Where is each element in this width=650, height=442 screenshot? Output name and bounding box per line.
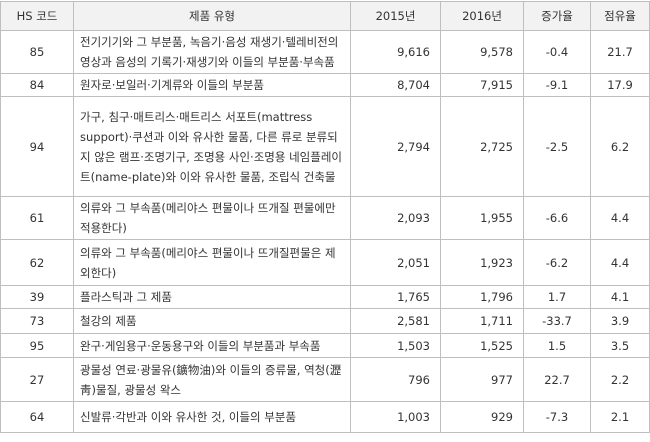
- table-cell: 1,503: [350, 333, 441, 358]
- table-cell: 2.2: [590, 357, 650, 402]
- table-cell: 929: [440, 401, 524, 433]
- header-cell: 제품 유형: [73, 1, 351, 31]
- table-cell: 84: [0, 73, 74, 97]
- table-cell: 1,003: [350, 401, 441, 433]
- table-cell: 977: [440, 357, 524, 402]
- table-row: 61 의류와 그 부속품(메리야스 편물이나 뜨개질 편물에만 적용한다) 2,09…: [0, 196, 650, 240]
- table-cell: 1,525: [440, 333, 524, 358]
- table-cell: 4.4: [590, 196, 650, 240]
- table-cell: 1,796: [440, 285, 524, 309]
- table-row: 94 가구, 침구·매트리스·매트리스 서포트(mattress support)…: [0, 96, 650, 197]
- table-cell: 2,581: [350, 308, 441, 334]
- table-cell: -0.4: [523, 30, 591, 74]
- table-cell: 796: [350, 357, 441, 402]
- table-cell: 3.9: [590, 308, 650, 334]
- table-cell: -6.2: [523, 239, 591, 286]
- table-cell: 1,923: [440, 239, 524, 286]
- table-cell: 39: [0, 285, 74, 309]
- table-cell: 8,704: [350, 73, 441, 97]
- table-cell: 9,578: [440, 30, 524, 74]
- table-cell: 85: [0, 30, 74, 74]
- table-cell: 27: [0, 357, 74, 402]
- table-cell: 4.4: [590, 239, 650, 286]
- table-cell: 플라스틱과 그 제품: [73, 285, 351, 309]
- table-cell: 9,616: [350, 30, 441, 74]
- table-body: 85 전기기기와 그 부분품, 녹음기·음성 재생기·텔레비전의 영상과 음성의 …: [0, 30, 650, 433]
- table-row: 95 완구·게임용구·운동용구와 이들의 부분품과 부속품 1,503 1,525 1.…: [0, 333, 650, 358]
- table-cell: 3.5: [590, 333, 650, 358]
- table-cell: 6.2: [590, 96, 650, 197]
- table-cell: 1,955: [440, 196, 524, 240]
- table-cell: 1.5: [523, 333, 591, 358]
- table-cell: 22.7: [523, 357, 591, 402]
- table-cell: -7.3: [523, 401, 591, 433]
- table-cell: 2,051: [350, 239, 441, 286]
- header-cell: 2016년: [440, 1, 524, 31]
- table-cell: 95: [0, 333, 74, 358]
- table-cell: 가구, 침구·매트리스·매트리스 서포트(mattress support)·쿠…: [73, 96, 351, 197]
- table-cell: 2,794: [350, 96, 441, 197]
- table-row: 64 신발류·각반과 이와 유사한 것, 이들의 부분품 1,003 929 -7.3 2…: [0, 401, 650, 433]
- table-cell: 전기기기와 그 부분품, 녹음기·음성 재생기·텔레비전의 영상과 음성의 기록…: [73, 30, 351, 74]
- table-cell: 4.1: [590, 285, 650, 309]
- header-cell: 점유율: [590, 1, 650, 31]
- table-cell: 73: [0, 308, 74, 334]
- table-cell: 신발류·각반과 이와 유사한 것, 이들의 부분품: [73, 401, 351, 433]
- table-cell: 2.1: [590, 401, 650, 433]
- table-cell: -6.6: [523, 196, 591, 240]
- table-cell: 1,711: [440, 308, 524, 334]
- header-cell: HS 코드: [0, 1, 74, 31]
- table-cell: 61: [0, 196, 74, 240]
- table-cell: 완구·게임용구·운동용구와 이들의 부분품과 부속품: [73, 333, 351, 358]
- table-cell: 원자로·보일러·기계류와 이들의 부분품: [73, 73, 351, 97]
- data-table: HS 코드 제품 유형 2015년 2016년 증가율 점유율 85 전기기기와 그 부분품…: [0, 1, 650, 433]
- table-cell: 62: [0, 239, 74, 286]
- header-row: HS 코드 제품 유형 2015년 2016년 증가율 점유율: [0, 1, 650, 31]
- table-cell: 광물성 연료·광물유(鑛物油)와 이들의 증류물, 역청(瀝靑)물질, 광물성 …: [73, 357, 351, 402]
- table-cell: 94: [0, 96, 74, 197]
- header-cell: 증가율: [523, 1, 591, 31]
- table-row: 85 전기기기와 그 부분품, 녹음기·음성 재생기·텔레비전의 영상과 음성의 …: [0, 30, 650, 74]
- table-cell: 1.7: [523, 285, 591, 309]
- table-cell: -2.5: [523, 96, 591, 197]
- table-cell: 21.7: [590, 30, 650, 74]
- table-cell: -33.7: [523, 308, 591, 334]
- table-row: 84 원자로·보일러·기계류와 이들의 부분품 8,704 7,915 -9.1 17.9: [0, 73, 650, 97]
- table-cell: 2,093: [350, 196, 441, 240]
- table-cell: 의류와 그 부속품(메리야스 편물이나 뜨개질편물은 제외한다): [73, 239, 351, 286]
- table-row: 39 플라스틱과 그 제품 1,765 1,796 1.7 4.1: [0, 285, 650, 309]
- table-cell: -9.1: [523, 73, 591, 97]
- table-cell: 1,765: [350, 285, 441, 309]
- table-cell: 철강의 제품: [73, 308, 351, 334]
- header-cell: 2015년: [350, 1, 441, 31]
- table-row: 62 의류와 그 부속품(메리야스 편물이나 뜨개질편물은 제외한다) 2,051 1…: [0, 239, 650, 286]
- table-row: 27 광물성 연료·광물유(鑛物油)와 이들의 증류물, 역청(瀝靑)물질, 광물…: [0, 357, 650, 402]
- table-cell: 의류와 그 부속품(메리야스 편물이나 뜨개질 편물에만 적용한다): [73, 196, 351, 240]
- table-row: 73 철강의 제품 2,581 1,711 -33.7 3.9: [0, 308, 650, 334]
- table-cell: 2,725: [440, 96, 524, 197]
- table-cell: 17.9: [590, 73, 650, 97]
- table-cell: 7,915: [440, 73, 524, 97]
- table-cell: 64: [0, 401, 74, 433]
